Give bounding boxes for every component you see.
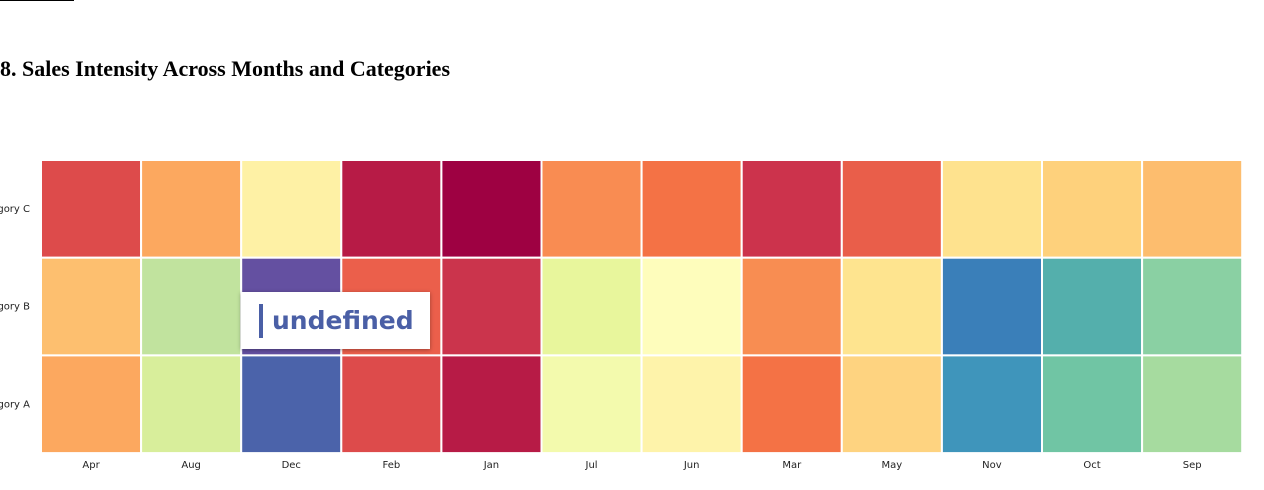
heatmap-cell-gory-b-mar[interactable] bbox=[740, 256, 843, 357]
heatmap-cell-gory-a-dec[interactable] bbox=[240, 354, 343, 455]
heatmap-cell-gory-c-jun[interactable] bbox=[640, 159, 743, 259]
heatmap-cell-gory-c-aug[interactable] bbox=[140, 159, 243, 259]
heatmap-cell-gory-a-nov[interactable] bbox=[940, 354, 1044, 455]
heatmap-cell-gory-c-jan[interactable] bbox=[440, 159, 543, 259]
heatmap-cell-gory-a-oct[interactable] bbox=[1041, 354, 1144, 455]
top-divider bbox=[0, 0, 74, 1]
heatmap-cell-gory-b-nov[interactable] bbox=[940, 256, 1044, 357]
heatmap-cell-gory-c-feb[interactable] bbox=[340, 159, 443, 259]
x-tick-label: Feb bbox=[382, 460, 400, 471]
heatmap-cell-gory-a-aug[interactable] bbox=[140, 354, 243, 455]
tooltip: undefined bbox=[241, 292, 430, 349]
x-tick-label: Sep bbox=[1183, 460, 1202, 471]
heatmap-cell-gory-a-jul[interactable] bbox=[540, 354, 643, 455]
heatmap-cell-gory-b-jul[interactable] bbox=[540, 256, 643, 357]
heatmap-cell-gory-a-jan[interactable] bbox=[440, 354, 543, 455]
x-tick-label: Apr bbox=[82, 460, 100, 471]
heatmap-cell-gory-a-jun[interactable] bbox=[640, 354, 743, 455]
heatmap-cell-gory-c-apr[interactable] bbox=[40, 159, 143, 259]
heatmap-cell-gory-c-jul[interactable] bbox=[540, 159, 643, 259]
y-tick-label: gory B bbox=[0, 302, 30, 313]
heatmap-cell-gory-b-apr[interactable] bbox=[40, 256, 143, 357]
heatmap-cell-gory-c-oct[interactable] bbox=[1041, 159, 1144, 259]
heatmap-cell-gory-c-dec[interactable] bbox=[240, 159, 343, 259]
x-tick-label: Jan bbox=[483, 460, 499, 471]
x-tick-label: May bbox=[882, 460, 903, 471]
heatmap-cell-gory-c-may[interactable] bbox=[840, 159, 943, 259]
page-title: 8. Sales Intensity Across Months and Cat… bbox=[0, 56, 451, 81]
x-tick-label: Jul bbox=[585, 460, 598, 471]
x-tick-label: Aug bbox=[181, 460, 201, 471]
heatmap-cell-gory-a-sep[interactable] bbox=[1141, 354, 1244, 455]
heatmap-cell-gory-a-may[interactable] bbox=[840, 354, 943, 455]
x-tick-label: Nov bbox=[982, 460, 1002, 471]
heatmap-cells bbox=[40, 159, 1244, 455]
heatmap-cell-gory-c-nov[interactable] bbox=[940, 159, 1044, 259]
heatmap-cell-gory-c-mar[interactable] bbox=[740, 159, 843, 259]
x-tick-label: Oct bbox=[1083, 460, 1100, 471]
y-tick-label: gory A bbox=[0, 399, 30, 410]
x-tick-label: Mar bbox=[782, 460, 802, 471]
heatmap-cell-gory-b-oct[interactable] bbox=[1041, 256, 1144, 357]
tooltip-accent-bar bbox=[259, 303, 263, 338]
heatmap-cell-gory-a-mar[interactable] bbox=[740, 354, 843, 455]
heatmap-cell-gory-b-jun[interactable] bbox=[640, 256, 743, 357]
heatmap-cell-gory-b-may[interactable] bbox=[840, 256, 943, 357]
heatmap-cell-gory-c-sep[interactable] bbox=[1141, 159, 1244, 259]
heatmap-cell-gory-a-apr[interactable] bbox=[40, 354, 143, 455]
x-tick-label: Jun bbox=[683, 460, 700, 471]
y-tick-label: gory C bbox=[0, 204, 30, 215]
tooltip-text: undefined bbox=[272, 306, 414, 335]
x-tick-label: Dec bbox=[282, 460, 301, 471]
heatmap-cell-gory-b-sep[interactable] bbox=[1141, 256, 1244, 357]
heatmap-cell-gory-b-jan[interactable] bbox=[440, 256, 543, 357]
heatmap-cell-gory-a-feb[interactable] bbox=[340, 354, 443, 455]
heatmap-cell-gory-b-aug[interactable] bbox=[140, 256, 243, 357]
